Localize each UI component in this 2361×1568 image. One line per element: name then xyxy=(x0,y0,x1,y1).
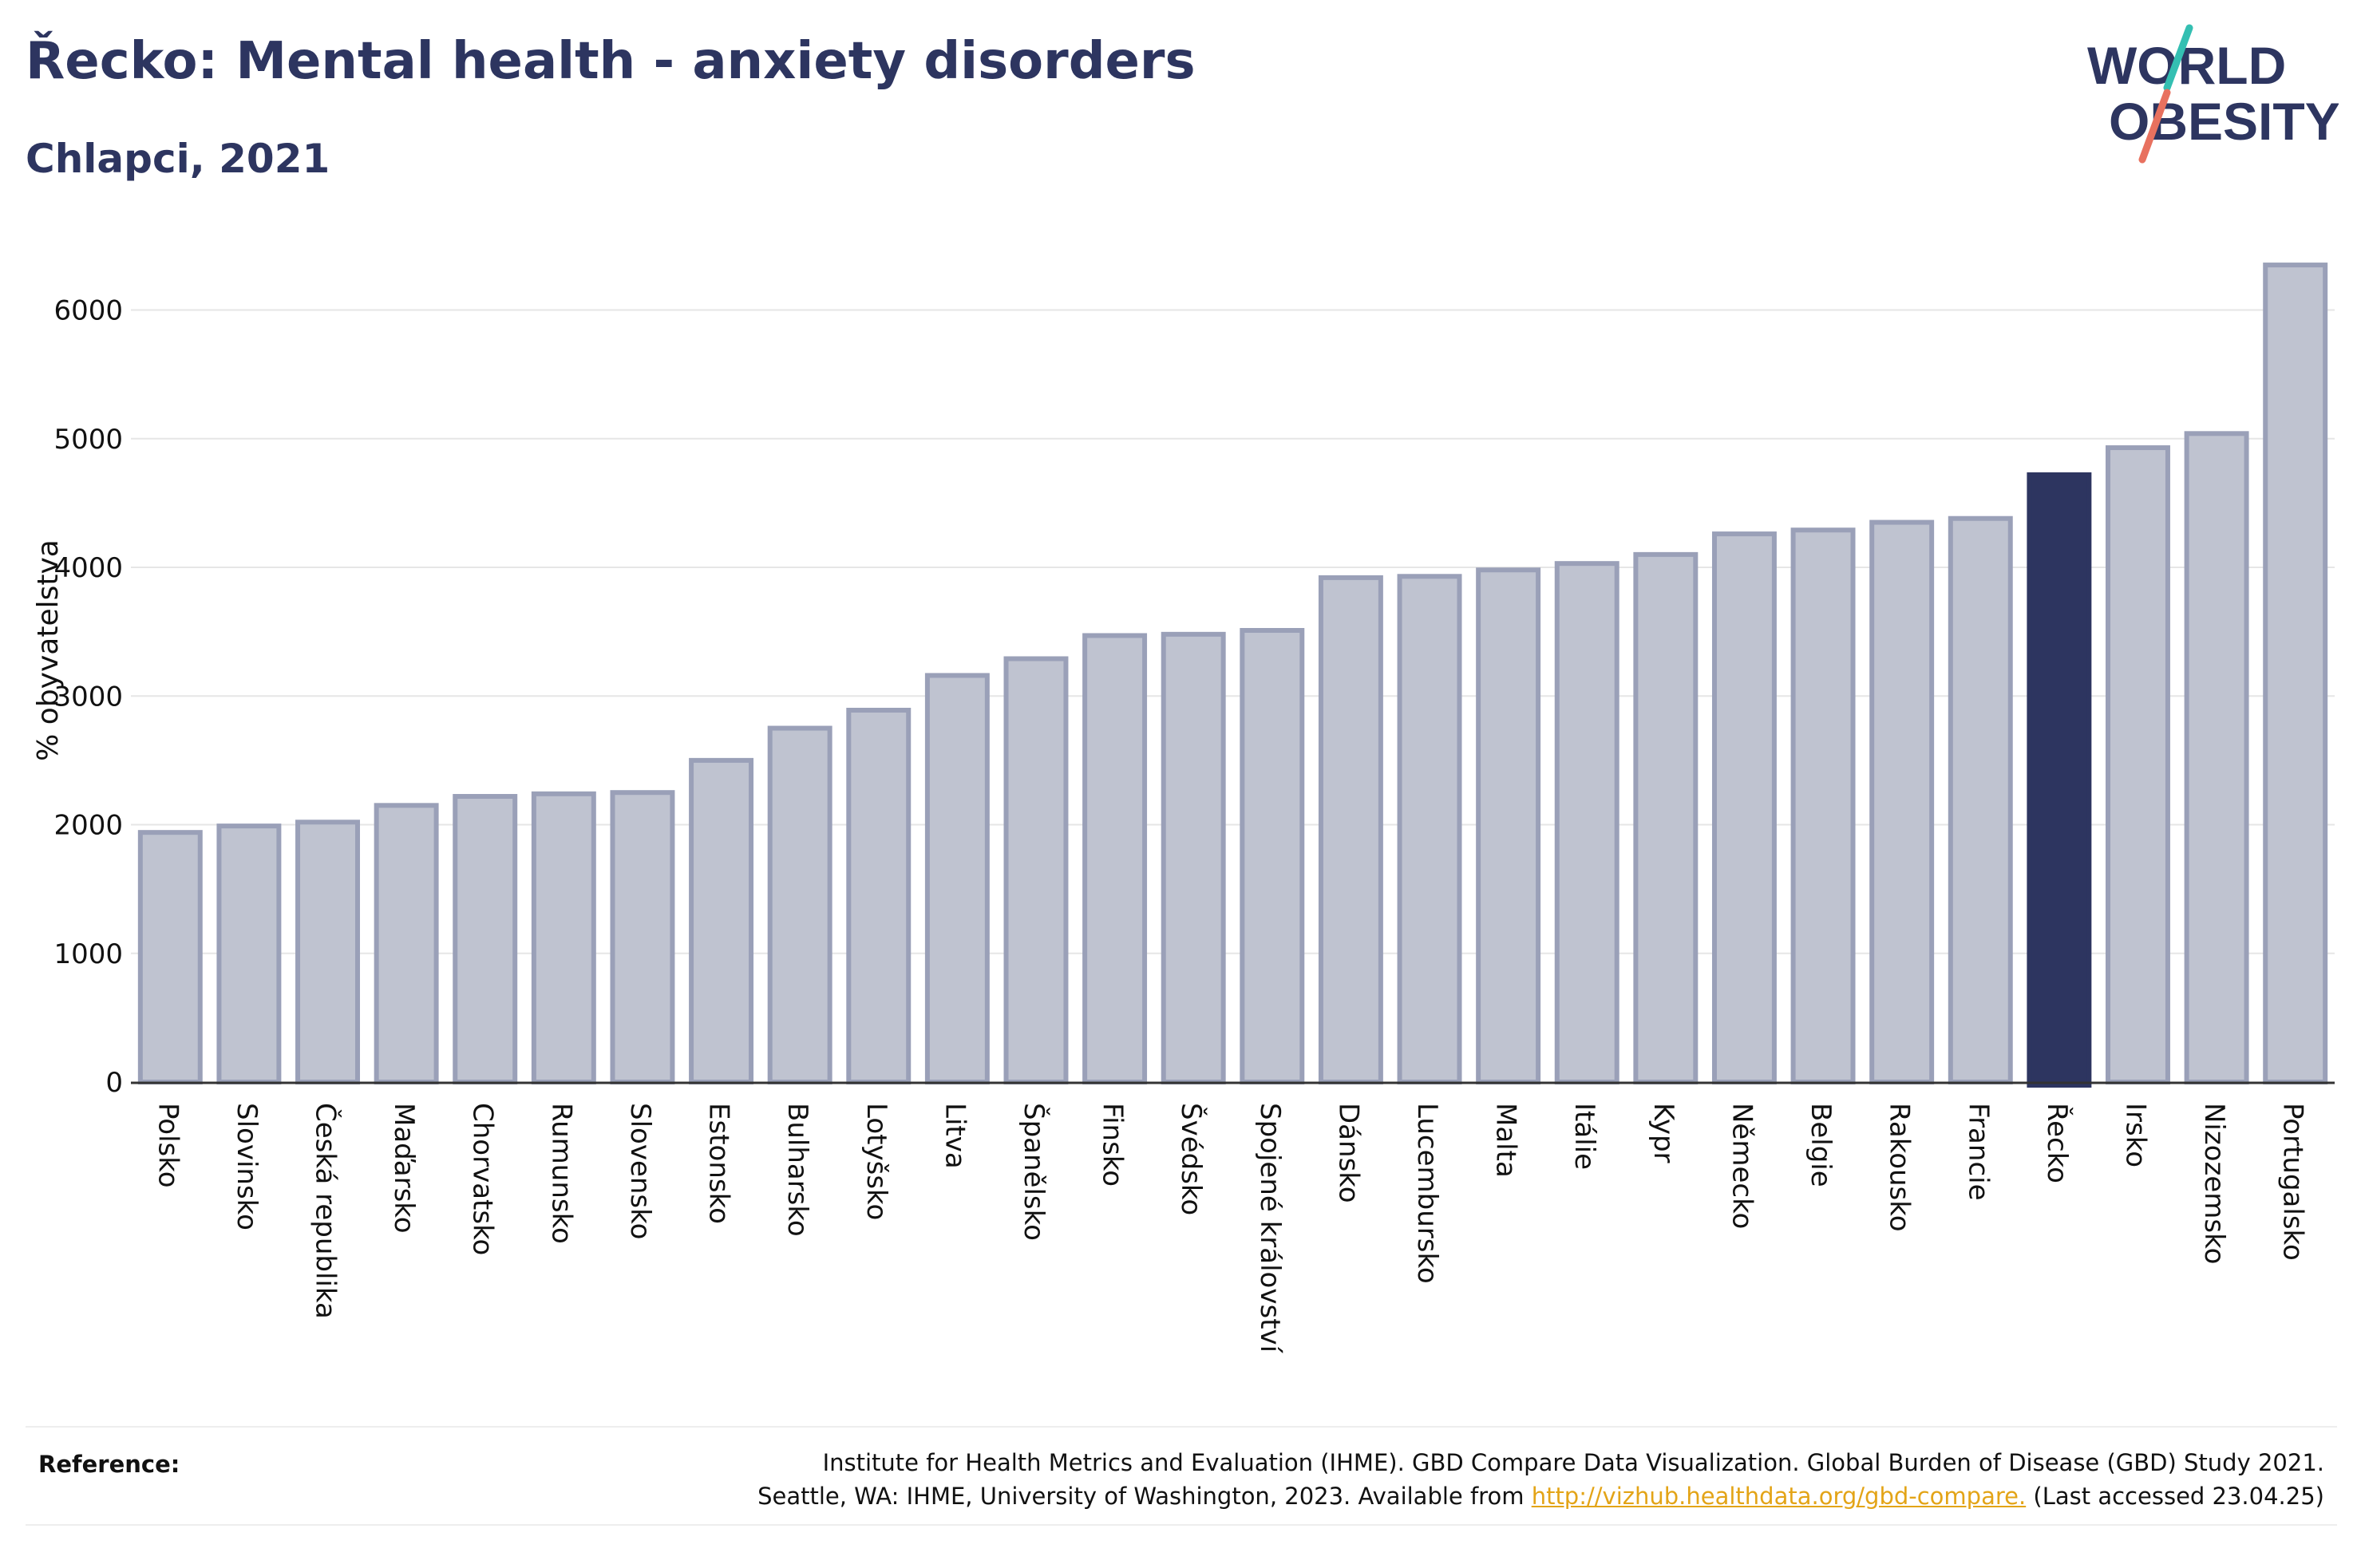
bar xyxy=(216,823,282,1085)
bar xyxy=(1082,633,1148,1084)
x-tick-label: Itálie xyxy=(1568,1103,1600,1170)
x-tick-label: Nizozemsko xyxy=(2198,1103,2230,1264)
x-tick-label: Portugalsko xyxy=(2277,1103,2309,1261)
x-tick-label: Lotyšsko xyxy=(860,1103,892,1220)
bar xyxy=(610,790,675,1084)
x-tick-label: Estonsko xyxy=(703,1103,735,1224)
bar xyxy=(295,820,360,1085)
x-tick-label: Polsko xyxy=(152,1103,184,1188)
bar-chart: 0 1000 2000 3000 4000 5000 6000 Polsko Slovinsk… xyxy=(32,263,2335,1354)
bar xyxy=(1711,531,1777,1084)
page-title: Řecko: Mental health - anxiety disorders xyxy=(26,32,1196,91)
bar xyxy=(1318,575,1383,1084)
y-tick-label: 2000 xyxy=(53,810,123,842)
y-axis-label: % obyvatelstva xyxy=(32,539,65,761)
reference-label: Reference: xyxy=(38,1451,180,1478)
x-tick-label: Německo xyxy=(1726,1103,1758,1229)
footer-divider-top xyxy=(26,1426,2337,1428)
x-tick-label: Kypr xyxy=(1647,1103,1679,1163)
bar xyxy=(924,673,990,1084)
x-tick-label: Rakousko xyxy=(1884,1103,1916,1232)
bar xyxy=(1240,628,1305,1084)
x-tick-label: Rumunsko xyxy=(545,1103,577,1244)
x-tick-label: Řecko xyxy=(2041,1103,2074,1183)
x-tick-label: Česká republika xyxy=(310,1103,342,1319)
bar xyxy=(1948,515,2013,1084)
bars xyxy=(131,263,2335,1088)
bar xyxy=(689,757,754,1084)
bar xyxy=(2263,263,2328,1084)
y-tick-label: 0 xyxy=(105,1067,123,1099)
bar xyxy=(1161,631,1226,1084)
x-tick-labels: Polsko Slovinsko Česká republika Maďarsko Ch… xyxy=(152,1103,2308,1354)
y-tick-label: 4000 xyxy=(53,552,123,584)
x-tick-label: Irsko xyxy=(2119,1103,2151,1167)
bar xyxy=(531,791,596,1084)
x-tick-label: Švédsko xyxy=(1175,1103,1208,1215)
x-tick-label: Maďarsko xyxy=(388,1103,420,1234)
x-tick-label: Spojené království xyxy=(1254,1103,1286,1354)
bar xyxy=(1790,527,1856,1084)
bar xyxy=(137,830,203,1085)
y-tick-labels: 0 1000 2000 3000 4000 5000 6000 xyxy=(53,295,123,1100)
logo-line-1: WORLD xyxy=(2087,36,2286,95)
x-tick-label: Chorvatsko xyxy=(467,1103,499,1255)
bar xyxy=(767,725,832,1084)
page-subtitle: Chlapci, 2021 xyxy=(26,136,330,182)
x-tick-label: Belgie xyxy=(1805,1103,1837,1187)
footer-divider-bottom xyxy=(26,1524,2337,1526)
x-tick-label: Slovinsko xyxy=(231,1103,263,1230)
reference-line-1: Institute for Health Metrics and Evaluat… xyxy=(822,1449,2324,1476)
logo-slash-teal xyxy=(2163,24,2193,92)
bar xyxy=(1003,656,1069,1084)
bar xyxy=(1869,519,1935,1084)
bar xyxy=(453,794,518,1085)
y-tick-label: 5000 xyxy=(53,424,123,456)
reference-text: Institute for Health Metrics and Evaluat… xyxy=(488,1446,2324,1513)
y-tick-label: 3000 xyxy=(53,681,123,713)
bar xyxy=(1397,574,1462,1084)
bar xyxy=(846,707,912,1084)
x-tick-label: Dánsko xyxy=(1332,1103,1364,1203)
x-tick-label: Slovensko xyxy=(624,1103,656,1239)
reference-line-2-prefix: Seattle, WA: IHME, University of Washing… xyxy=(757,1483,1532,1510)
bar-highlighted xyxy=(2027,472,2092,1088)
reference-link[interactable]: http://vizhub.healthdata.org/gbd-compare… xyxy=(1531,1483,2027,1510)
y-tick-label: 6000 xyxy=(53,295,123,327)
x-tick-label: Finsko xyxy=(1097,1103,1129,1187)
reference-line-2: Seattle, WA: IHME, University of Washing… xyxy=(488,1479,2324,1513)
x-tick-label: Litva xyxy=(939,1103,971,1169)
world-obesity-logo: WORLD OBESITY xyxy=(2087,24,2339,164)
bar xyxy=(374,803,439,1084)
bar xyxy=(1554,561,1619,1084)
x-tick-label: Bulharsko xyxy=(781,1103,813,1237)
x-tick-label: Lucembursko xyxy=(1411,1103,1443,1284)
x-tick-label: Malta xyxy=(1490,1103,1522,1178)
logo-slash-coral xyxy=(2138,89,2171,164)
bar xyxy=(1476,567,1541,1084)
x-tick-label: Španělsko xyxy=(1018,1103,1050,1241)
bar xyxy=(1633,551,1699,1084)
y-tick-label: 1000 xyxy=(53,938,123,970)
reference-line-2-suffix: (Last accessed 23.04.25) xyxy=(2026,1483,2324,1510)
bar xyxy=(2106,445,2170,1084)
bar xyxy=(2184,431,2249,1084)
x-tick-label: Francie xyxy=(1962,1103,1994,1201)
